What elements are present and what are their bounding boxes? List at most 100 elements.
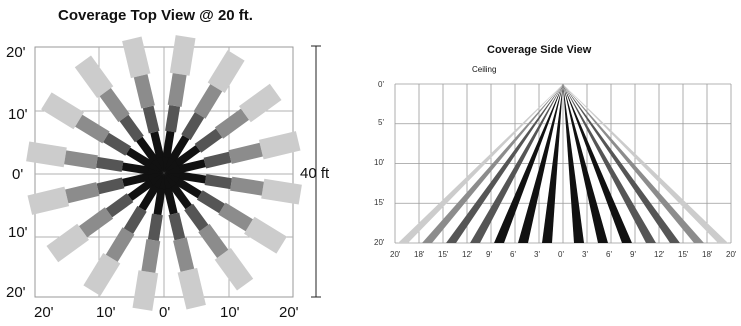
center-wedge	[164, 173, 180, 185]
inner-zone-segment	[150, 131, 165, 161]
inner-zone-segment	[162, 130, 175, 160]
light-zone-segment	[74, 55, 114, 98]
mid-zone-segment	[230, 176, 264, 196]
center-wedge	[152, 173, 164, 189]
mid-beam	[422, 84, 563, 243]
light-zone-segment	[207, 50, 245, 93]
dark-zone-segment	[184, 203, 209, 232]
center-wedge	[147, 172, 164, 181]
side-y-tick: 15'	[374, 198, 385, 207]
center-wedge	[148, 161, 164, 173]
dark-zone-segment	[103, 132, 132, 156]
inner-zone-segment	[167, 135, 190, 164]
side-y-tick: 5'	[378, 118, 384, 127]
top-x-tick: 10'	[220, 304, 240, 321]
side-y-tick: 20'	[374, 238, 385, 247]
inner-zone-segment	[121, 162, 151, 175]
inner-beam	[563, 84, 584, 243]
dark-zone-segment	[123, 205, 147, 234]
inner-zone-segment	[177, 171, 207, 184]
center-wedge	[164, 157, 176, 173]
light-zone-segment	[26, 141, 67, 168]
inner-zone-segment	[153, 186, 166, 216]
light-zone-segment	[169, 35, 196, 76]
top-x-tick: 20'	[279, 304, 299, 321]
side-x-tick: 0'	[558, 250, 564, 259]
top-y-tick: 0'	[12, 166, 24, 183]
inner-beam	[563, 84, 632, 243]
mid-zone-segment	[218, 202, 253, 232]
dark-zone-segment	[147, 213, 163, 241]
side-y-tick: 10'	[374, 158, 385, 167]
mid-zone-segment	[193, 84, 223, 119]
mid-zone-segment	[198, 223, 229, 258]
dark-beam	[563, 84, 680, 243]
side-x-tick: 3'	[534, 250, 540, 259]
side-x-tick: 18'	[702, 250, 713, 259]
light-zone-segment	[83, 253, 121, 296]
mid-zone-segment	[64, 150, 98, 170]
center-wedge	[151, 157, 164, 173]
light-zone-segment	[132, 270, 159, 311]
center-wedge	[164, 165, 181, 174]
dark-zone-segment	[96, 177, 125, 195]
top-y-tick: 20'	[6, 284, 26, 301]
dimension-line	[311, 45, 321, 298]
center-wedge	[163, 173, 172, 190]
top-y-tick: 20'	[6, 44, 26, 61]
mid-zone-segment	[105, 227, 135, 262]
light-zone-segment	[27, 186, 70, 215]
dark-zone-segment	[203, 151, 232, 169]
center-wedge	[148, 173, 164, 186]
mid-zone-segment	[65, 182, 100, 204]
mid-zone-segment	[79, 207, 114, 238]
mid-zone-segment	[214, 108, 249, 139]
dark-beam	[446, 84, 563, 243]
inner-zone-segment	[173, 176, 202, 199]
light-zone-segment	[46, 223, 89, 263]
light-zone-segment	[261, 178, 302, 205]
inner-zone-segment	[169, 182, 192, 210]
light-zone-segment	[258, 131, 301, 160]
light-zone-segment	[239, 83, 282, 123]
side-x-tick: 3'	[582, 250, 588, 259]
inner-beam	[563, 84, 608, 243]
inner-beam	[494, 84, 563, 243]
top-view-coverage-rays	[26, 35, 302, 311]
side-view-title: Coverage Side View	[487, 44, 592, 56]
center-wedge	[164, 160, 180, 173]
inner-zone-segment	[126, 147, 155, 170]
side-x-tick: 15'	[438, 250, 449, 259]
side-x-tick: 9'	[486, 250, 492, 259]
inner-beam	[518, 84, 563, 243]
light-beam	[398, 84, 563, 243]
mid-zone-segment	[173, 237, 195, 272]
top-view-title: Coverage Top View @ 20 ft.	[58, 7, 253, 24]
side-x-tick: 20'	[726, 250, 737, 259]
mid-zone-segment	[167, 73, 187, 107]
dark-zone-segment	[105, 193, 134, 218]
dimension-label: 40 ft	[300, 165, 330, 182]
light-zone-segment	[244, 216, 287, 254]
dark-zone-segment	[204, 174, 232, 190]
mid-zone-segment	[75, 114, 110, 144]
inner-zone-segment	[136, 136, 159, 164]
side-x-tick: 6'	[606, 250, 612, 259]
inner-beam	[542, 84, 563, 243]
dark-beam	[470, 84, 563, 243]
mid-zone-segment	[133, 74, 155, 109]
side-y-tick: 0'	[378, 80, 384, 89]
light-zone-segment	[177, 267, 206, 310]
side-x-tick: 6'	[510, 250, 516, 259]
inner-zone-segment	[138, 182, 161, 211]
center-wedge	[156, 156, 165, 173]
side-view-coverage-beams	[398, 84, 728, 243]
light-zone-segment	[214, 248, 254, 291]
side-x-tick: 20'	[390, 250, 401, 259]
dark-zone-segment	[119, 114, 144, 143]
side-x-tick: 15'	[678, 250, 689, 259]
side-x-tick: 18'	[414, 250, 425, 259]
